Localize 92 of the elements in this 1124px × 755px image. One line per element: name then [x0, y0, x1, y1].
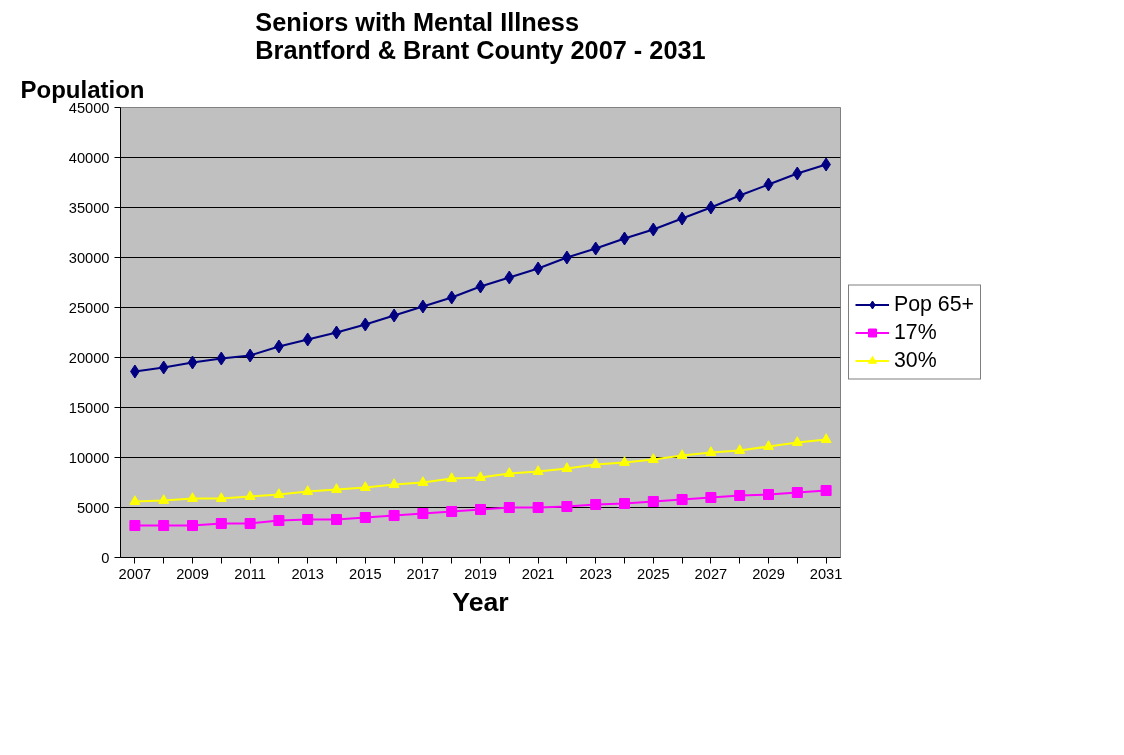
point — [302, 485, 314, 495]
point — [532, 502, 544, 513]
point — [619, 498, 630, 509]
point — [187, 355, 198, 370]
point — [302, 332, 313, 347]
point — [215, 492, 227, 502]
point — [734, 444, 746, 454]
point — [273, 488, 285, 498]
point — [734, 188, 745, 203]
point — [446, 506, 458, 517]
x-tick-label: 2029 — [752, 565, 785, 582]
point — [359, 512, 371, 523]
y-tick-label: 10000 — [68, 449, 110, 466]
point — [158, 494, 170, 504]
point — [503, 467, 515, 477]
point — [791, 436, 803, 446]
y-tick-label: 30000 — [68, 249, 110, 266]
point — [417, 508, 429, 519]
point — [388, 510, 400, 521]
y-tick-label: 0 — [101, 549, 110, 566]
point — [590, 241, 601, 256]
legend-label: Pop 65+ — [894, 291, 975, 317]
x-tick-label: 2027 — [694, 565, 728, 582]
legend-label: 30% — [894, 347, 937, 373]
point — [619, 456, 630, 466]
point — [734, 490, 746, 501]
point — [244, 490, 256, 500]
point — [561, 501, 573, 512]
point — [331, 514, 342, 525]
point — [791, 487, 803, 498]
point — [388, 478, 400, 488]
point — [705, 446, 717, 456]
point — [216, 351, 227, 366]
x-tick-label: 2007 — [118, 565, 152, 582]
point — [647, 496, 659, 507]
point — [475, 279, 486, 294]
point — [590, 458, 602, 468]
chart-title: Seniors with Mental Illness Brantford & Brant County 2007 - 2031 — [255, 7, 706, 64]
point — [705, 492, 717, 503]
y-tick-label: 15000 — [68, 399, 110, 416]
x-tick-label: 2031 — [809, 565, 843, 582]
x-tick-label: 2025 — [637, 565, 670, 582]
y-tick-label: 25000 — [68, 299, 110, 316]
point — [647, 453, 659, 463]
point — [158, 360, 169, 375]
point — [792, 166, 803, 181]
point — [619, 231, 630, 246]
y-tick-label: 20000 — [68, 349, 110, 366]
point — [561, 462, 573, 472]
point — [331, 325, 342, 340]
point — [187, 492, 198, 502]
y-tick-label: 35000 — [68, 199, 110, 216]
point — [820, 433, 832, 443]
point — [763, 440, 774, 450]
point — [648, 222, 659, 237]
x-tick-label: 2011 — [234, 565, 266, 582]
point — [331, 483, 342, 493]
y-tick-label: 40000 — [68, 149, 110, 166]
point — [504, 270, 515, 285]
point — [359, 481, 371, 491]
point — [446, 290, 457, 305]
x-tick-label: 2017 — [406, 565, 440, 582]
x-tick-label: 2009 — [176, 565, 209, 582]
y-tick-label: 5000 — [76, 499, 110, 516]
point — [676, 494, 688, 505]
point — [475, 504, 486, 515]
point — [244, 518, 256, 529]
point — [417, 476, 429, 486]
point — [676, 449, 688, 459]
x-tick-label: 2013 — [291, 565, 325, 582]
point — [302, 514, 314, 525]
point — [475, 471, 486, 481]
point — [273, 515, 285, 526]
point — [187, 520, 198, 531]
point — [158, 520, 170, 531]
point — [446, 472, 458, 482]
point — [763, 177, 774, 192]
point — [360, 317, 371, 332]
x-tick-label: 2015 — [349, 565, 382, 582]
x-tick-label: 2019 — [464, 565, 497, 582]
point — [590, 499, 602, 510]
point — [129, 520, 141, 531]
point — [820, 485, 832, 496]
x-tick-label: 2023 — [579, 565, 613, 582]
point — [763, 489, 774, 500]
x-axis-title: Year — [452, 586, 509, 617]
point — [503, 502, 515, 513]
point — [129, 495, 141, 505]
point — [215, 518, 227, 529]
legend-label: 17% — [894, 319, 937, 345]
point — [532, 465, 544, 475]
x-tick-label: 2021 — [521, 565, 555, 582]
